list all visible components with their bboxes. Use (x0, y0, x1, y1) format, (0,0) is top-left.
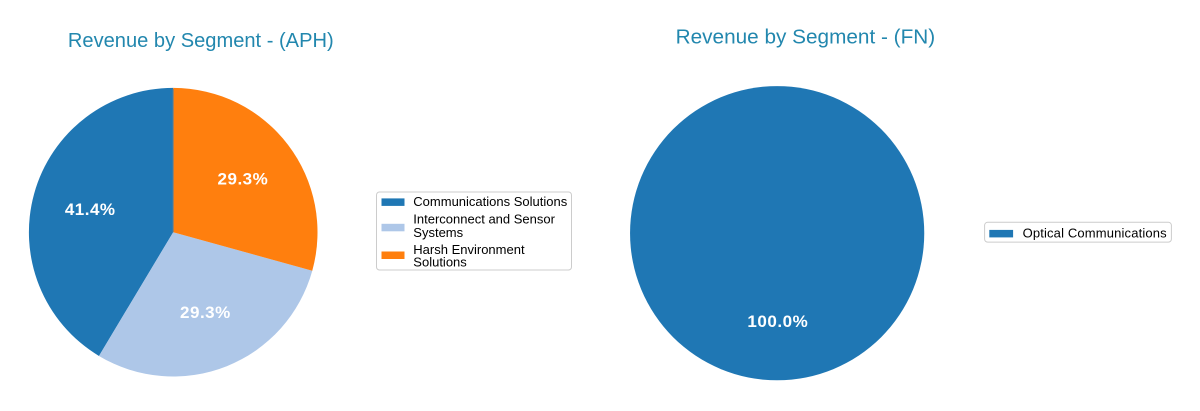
svg-text:Revenue by Segment - (FN): Revenue by Segment - (FN) (676, 25, 935, 48)
svg-text:41.4%: 41.4% (65, 200, 116, 219)
svg-text:100.0%: 100.0% (747, 312, 808, 331)
svg-text:Systems: Systems (413, 225, 463, 240)
svg-text:Interconnect and Sensor: Interconnect and Sensor (413, 212, 555, 227)
svg-text:Optical Communications: Optical Communications (1023, 226, 1168, 241)
svg-text:Solutions: Solutions (413, 255, 467, 270)
svg-text:Harsh Environment: Harsh Environment (413, 242, 525, 257)
svg-text:29.3%: 29.3% (218, 170, 269, 189)
svg-text:Revenue by Segment - (APH): Revenue by Segment - (APH) (68, 30, 334, 52)
svg-text:Communications Solutions: Communications Solutions (413, 194, 567, 209)
svg-text:29.3%: 29.3% (180, 303, 231, 322)
